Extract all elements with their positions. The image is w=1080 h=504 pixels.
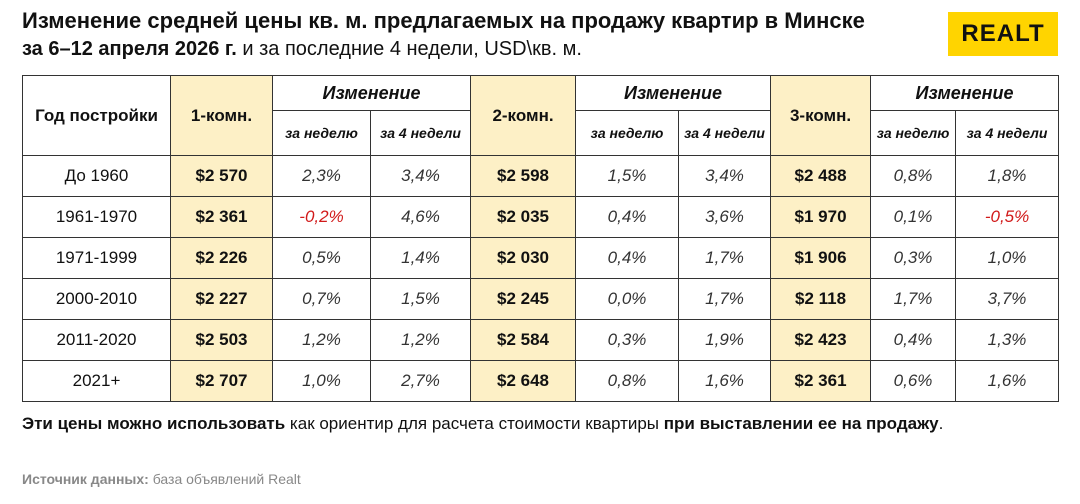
week-header: за неделю bbox=[575, 110, 680, 156]
change-cell: 3,4% bbox=[678, 155, 772, 197]
logo: REALT bbox=[948, 12, 1058, 56]
change-cell: 0,1% bbox=[870, 196, 957, 238]
price-cell: $2 227 bbox=[170, 278, 273, 320]
price-cell: $2 361 bbox=[770, 360, 872, 402]
note-text: как ориентир для расчета стоимости кварт… bbox=[285, 414, 664, 433]
change-cell: 2,3% bbox=[272, 155, 371, 197]
change-cell: 0,8% bbox=[870, 155, 957, 197]
change-cell: 1,4% bbox=[369, 237, 472, 279]
change-header: Изменение bbox=[870, 75, 1060, 111]
change-cell: 1,0% bbox=[955, 237, 1060, 279]
subtitle: за 6–12 апреля 2026 г. и за последние 4 … bbox=[22, 38, 582, 61]
data-row: 2000-2010 $2 227 0,7% 1,5% $2 245 0,0% 1,7% $2 … bbox=[22, 278, 1060, 320]
subtitle-rest: и за последние 4 недели, USD\кв. м. bbox=[236, 38, 582, 60]
year-cell: 2021+ bbox=[22, 360, 171, 402]
price-cell: $2 503 bbox=[170, 319, 273, 361]
price-cell: $2 598 bbox=[470, 155, 577, 197]
change-cell: 1,2% bbox=[369, 319, 472, 361]
change-cell: 0,5% bbox=[272, 237, 371, 279]
price-cell: $2 245 bbox=[470, 278, 577, 320]
week-header: за неделю bbox=[870, 110, 957, 156]
change-cell: 1,2% bbox=[272, 319, 371, 361]
price-cell: $2 570 bbox=[170, 155, 273, 197]
change-cell: 1,6% bbox=[678, 360, 772, 402]
note: Эти цены можно использовать как ориентир… bbox=[22, 412, 1032, 436]
change-cell: 0,6% bbox=[870, 360, 957, 402]
price-table: Год постройки 1-комн. Изменение 2-комн. Изме… bbox=[22, 75, 1060, 402]
data-row: 1961-1970 $2 361 -0,2% 4,6% $2 035 0,4% 3,6% $1… bbox=[22, 196, 1060, 238]
price-cell: $2 226 bbox=[170, 237, 273, 279]
room-header: 2-комн. bbox=[470, 75, 577, 156]
change-cell: 0,7% bbox=[272, 278, 371, 320]
price-cell: $2 030 bbox=[470, 237, 577, 279]
change-cell: 3,6% bbox=[678, 196, 772, 238]
change-cell: 1,7% bbox=[870, 278, 957, 320]
title: Изменение средней цены кв. м. предлагаем… bbox=[22, 8, 865, 33]
price-cell: $2 648 bbox=[470, 360, 577, 402]
data-row: 1971-1999 $2 226 0,5% 1,4% $2 030 0,4% 1,7% $1 … bbox=[22, 237, 1060, 279]
change-cell: 3,7% bbox=[955, 278, 1060, 320]
year-cell: 1971-1999 bbox=[22, 237, 171, 279]
price-cell: $2 118 bbox=[770, 278, 872, 320]
subtitle-period: за 6–12 апреля 2026 г. bbox=[22, 38, 237, 60]
change-cell: 1,0% bbox=[272, 360, 371, 402]
year-header: Год постройки bbox=[22, 75, 171, 156]
year-cell: До 1960 bbox=[22, 155, 171, 197]
change-header: Изменение bbox=[575, 75, 772, 111]
price-cell: $2 584 bbox=[470, 319, 577, 361]
price-cell: $2 035 bbox=[470, 196, 577, 238]
source: Источник данных: база объявлений Realt bbox=[22, 471, 301, 487]
change-cell: 1,7% bbox=[678, 237, 772, 279]
room-header: 1-комн. bbox=[170, 75, 273, 156]
change-cell: 1,9% bbox=[678, 319, 772, 361]
price-cell: $2 423 bbox=[770, 319, 872, 361]
change-cell: 0,0% bbox=[575, 278, 680, 320]
header-row: Год постройки 1-комн. Изменение 2-комн. Изме… bbox=[22, 75, 1060, 156]
price-cell: $2 707 bbox=[170, 360, 273, 402]
change-cell: 0,4% bbox=[575, 196, 680, 238]
year-cell: 1961-1970 bbox=[22, 196, 171, 238]
change-cell: 0,3% bbox=[870, 237, 957, 279]
change-cell: -0,5% bbox=[955, 196, 1060, 238]
price-cell: $2 488 bbox=[770, 155, 872, 197]
four-weeks-header: за 4 недели bbox=[369, 110, 472, 156]
price-cell: $1 906 bbox=[770, 237, 872, 279]
change-cell: 2,7% bbox=[369, 360, 472, 402]
note-text: . bbox=[938, 414, 944, 433]
change-cell: 3,4% bbox=[369, 155, 472, 197]
source-text: база объявлений Realt bbox=[148, 471, 301, 487]
change-cell: 1,5% bbox=[575, 155, 680, 197]
four-weeks-header: за 4 недели bbox=[678, 110, 772, 156]
change-cell: 0,4% bbox=[575, 237, 680, 279]
data-row: 2011-2020 $2 503 1,2% 1,2% $2 584 0,3% 1,9% $2 … bbox=[22, 319, 1060, 361]
note-text: Эти цены можно использовать bbox=[22, 414, 286, 433]
data-row: 2021+ $2 707 1,0% 2,7% $2 648 0,8% 1,6% $2 361 0… bbox=[22, 360, 1060, 402]
change-cell: -0,2% bbox=[272, 196, 371, 238]
change-header: Изменение bbox=[271, 75, 472, 111]
change-cell: 1,5% bbox=[369, 278, 472, 320]
change-cell: 0,3% bbox=[575, 319, 680, 361]
year-cell: 2000-2010 bbox=[22, 278, 171, 320]
change-cell: 0,8% bbox=[575, 360, 680, 402]
change-cell: 1,6% bbox=[955, 360, 1060, 402]
change-cell: 1,3% bbox=[955, 319, 1060, 361]
four-weeks-header: за 4 недели bbox=[955, 110, 1060, 156]
price-cell: $1 970 bbox=[770, 196, 872, 238]
change-cell: 4,6% bbox=[369, 196, 472, 238]
data-row: До 1960 $2 570 2,3% 3,4% $2 598 1,5% 3,4% $2 48… bbox=[22, 155, 1060, 197]
change-cell: 1,7% bbox=[678, 278, 772, 320]
week-header: за неделю bbox=[272, 110, 371, 156]
change-cell: 0,4% bbox=[870, 319, 957, 361]
year-cell: 2011-2020 bbox=[22, 319, 171, 361]
room-header: 3-комн. bbox=[770, 75, 872, 156]
source-label: Источник данных: bbox=[22, 471, 149, 487]
change-cell: 1,8% bbox=[955, 155, 1060, 197]
price-cell: $2 361 bbox=[170, 196, 273, 238]
header-row: за неделю за 4 недели за неделю за 4 недели… bbox=[23, 110, 1060, 156]
note-text: при выставлении ее на продажу bbox=[663, 414, 939, 433]
